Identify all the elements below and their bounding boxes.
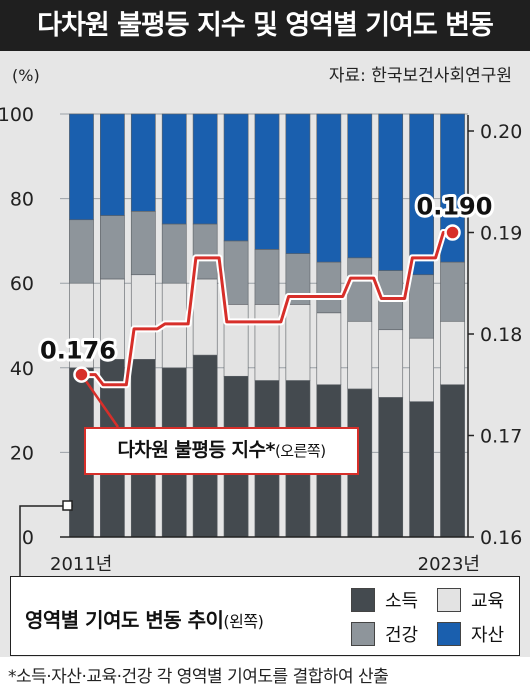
bar-income-2021 [378,397,404,538]
bar-asset-2015 [192,113,218,225]
chart-svg: 자료: 한국보건사회연구원 (%) 0 20 40 60 80 100 0.16 0.17 0.18… [0,66,522,576]
legend-label-health: 건강 [385,625,419,646]
legend-swatch-education [437,588,461,612]
legend-title-text: 영역별 기여도 변동 추이 [25,608,224,632]
index-line [81,231,453,387]
legend-swatch-asset [437,622,461,646]
legend-item-asset: 자산 [437,621,504,647]
left-tick-80: 80 [10,189,34,211]
left-axis-unit: (%) [12,66,40,85]
bar-income-2022 [409,401,434,538]
bar-asset-2019 [316,113,342,263]
bar-health-2017 [254,249,280,305]
bar-education-2021 [378,329,404,398]
bar-asset-2014 [161,113,187,225]
bar-health-2022 [409,274,434,339]
bar-asset-2018 [285,113,311,254]
bar-asset-2012 [100,113,125,216]
legend-label-asset: 자산 [471,625,505,646]
index-label-first: 0.176 [40,337,116,365]
legend-title: 영역별 기여도 변동 추이(왼쪽) [25,604,264,633]
legend-swatch-income [351,588,375,612]
legend-item-income: 소득 [351,587,418,613]
bar-income-2023 [440,384,465,538]
bar-health-2023 [440,261,465,322]
bars-layer [69,113,465,538]
bar-education-2017 [254,304,280,381]
legend-connector-marker [62,500,73,511]
bar-asset-2022 [409,113,434,276]
bar-education-2019 [316,312,342,386]
source-note: 자료: 한국보건사회연구원 [329,66,512,86]
legend-swatch-health [351,622,375,646]
left-tick-0: 0 [22,527,34,549]
index-label-last-halo: 0.190 [417,193,493,221]
bar-education-2022 [409,337,434,402]
legend-label-education: 교육 [471,591,505,612]
legend-item-health: 건강 [351,621,418,647]
footnote: *소득·자산·교육·건강 각 영역별 기여도를 결합하여 산출 [0,657,530,698]
left-tick-100: 100 [0,104,34,126]
axes-layer: 자료: 한국보건사회연구원 (%) 0 20 40 60 80 100 0.16 0.17 0.18… [0,66,522,576]
legend-note: (왼쪽) [223,612,264,631]
bar-education-2011 [69,282,94,369]
callout-leader [80,373,120,428]
bar-health-2013 [130,210,156,276]
bar-education-2023 [440,320,465,386]
bar-asset-2013 [130,113,156,212]
legend-label-income: 소득 [385,591,419,612]
bar-education-2018 [285,304,311,381]
x-label-last: 2023년 [418,554,480,575]
bar-health-2019 [316,261,342,314]
left-tick-60: 60 [10,273,34,295]
bar-asset-2016 [223,113,249,242]
bar-health-2020 [347,257,373,322]
bar-asset-2017 [254,113,280,250]
index-line-callout: 다차원 불평등 지수*(오른쪽) [84,427,359,475]
right-tick-0.16: 0.16 [480,527,522,549]
legend: 영역별 기여도 변동 추이(왼쪽) 소득 교육 건강 자산 [10,576,520,656]
bar-asset-2021 [378,113,404,271]
index-label-first-halo: 0.176 [40,337,116,365]
bar-asset-2020 [347,113,373,259]
index-point-last [444,224,461,241]
bar-health-2011 [69,219,94,284]
bar-asset-2011 [69,113,94,221]
bar-education-2015 [192,278,218,356]
index-label-last: 0.190 [417,193,493,221]
left-tick-40: 40 [10,358,34,380]
bar-education-2020 [347,320,373,390]
callout-label: 다차원 불평등 지수* [117,439,275,461]
legend-item-education: 교육 [437,587,504,613]
right-tick-0.17: 0.17 [480,426,522,448]
right-tick-0.18: 0.18 [480,324,522,346]
legend-connector [19,505,73,576]
bar-health-2016 [223,240,249,305]
right-tick-0.20: 0.20 [480,121,522,143]
right-tick-0.19: 0.19 [480,223,522,245]
chart-title: 다차원 불평등 지수 및 영역별 기여도 변동 [0,0,530,51]
index-point-first [73,366,90,383]
bar-health-2014 [161,223,187,284]
callout-note: (오른쪽) [274,442,326,460]
left-tick-20: 20 [10,442,34,464]
x-label-first: 2011년 [50,554,112,575]
bar-health-2012 [100,215,125,280]
